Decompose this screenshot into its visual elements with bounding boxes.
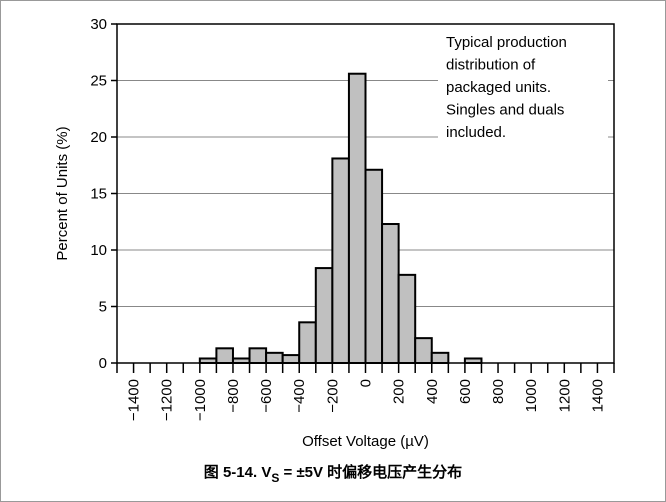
bar <box>430 351 450 364</box>
x-tick-label: −1000 <box>192 379 209 421</box>
caption: 图 5-14. VS = ±5V 时偏移电压产生分布 <box>204 463 462 485</box>
caption-text: 图 5-14. V <box>204 464 272 481</box>
x-tick-label: 0 <box>358 379 375 387</box>
annotation: Typical production <box>446 34 567 51</box>
annotation: Singles and duals <box>446 102 564 119</box>
x-tick-label: 600 <box>457 379 474 404</box>
x-tick-label: −600 <box>258 379 275 413</box>
x-tick-label: 800 <box>490 379 507 404</box>
bar <box>281 354 301 364</box>
annotation: packaged units. <box>446 79 551 96</box>
caption-subscript: S <box>271 471 279 485</box>
x-tick-label: −400 <box>291 379 308 413</box>
annotation: distribution of <box>446 57 536 74</box>
x-tick-label: −1200 <box>159 379 176 421</box>
x-tick-label: 400 <box>424 379 441 404</box>
bar <box>314 267 334 364</box>
bar <box>381 223 400 364</box>
bar <box>248 347 268 364</box>
x-tick-label: 200 <box>391 379 408 404</box>
x-tick-label: −200 <box>324 379 341 413</box>
bar <box>331 157 350 364</box>
y-tick-label: 15 <box>90 186 107 203</box>
annotation-box <box>438 28 608 152</box>
bar <box>347 72 367 364</box>
y-axis-label: Percent of Units (%) <box>54 126 71 260</box>
annotation: included. <box>446 124 506 141</box>
x-axis-label: Offset Voltage (µV) <box>302 433 429 450</box>
y-tick-label: 25 <box>90 73 107 90</box>
bar <box>265 351 284 364</box>
bar <box>298 321 317 365</box>
x-tick-label: 1000 <box>523 379 540 412</box>
bar <box>215 347 234 364</box>
x-tick-label: 1200 <box>556 379 573 412</box>
x-tick-label: −800 <box>225 379 242 413</box>
bar <box>364 168 384 364</box>
y-tick-label: 30 <box>90 16 107 33</box>
y-tick-label: 20 <box>90 129 107 146</box>
x-tick-label: 1400 <box>589 379 606 412</box>
bar <box>414 337 433 365</box>
caption-text: = ±5V 时偏移电压产生分布 <box>279 463 462 481</box>
y-tick-label: 5 <box>99 299 107 316</box>
x-tick-label: −1400 <box>126 379 143 421</box>
bar <box>397 273 417 364</box>
y-tick-label: 10 <box>90 242 107 259</box>
y-tick-label: 0 <box>99 355 107 372</box>
